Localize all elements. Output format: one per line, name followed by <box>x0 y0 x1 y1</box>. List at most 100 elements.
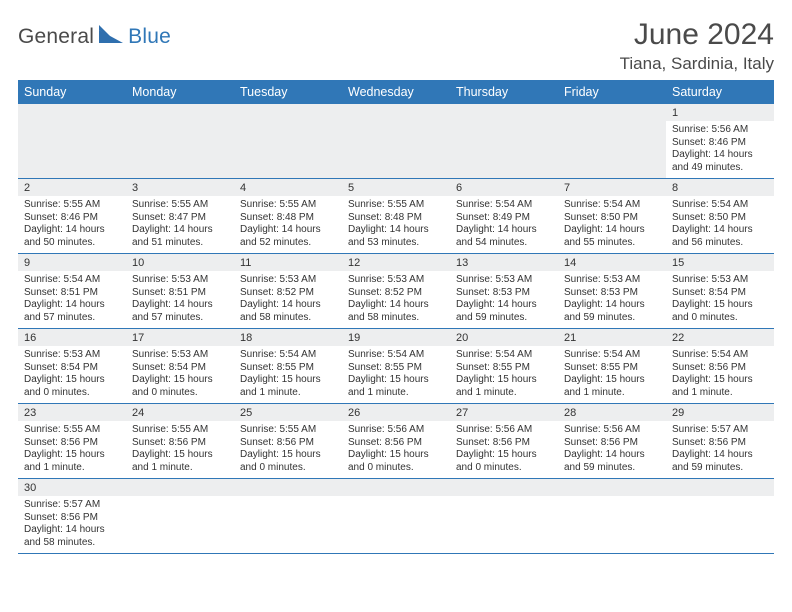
calendar-cell: Sunrise: 5:56 AMSunset: 8:46 PMDaylight:… <box>666 121 774 178</box>
cell-sunset: Sunset: 8:53 PM <box>564 287 660 300</box>
cell-d1: Daylight: 14 hours <box>564 299 660 312</box>
day-header: Thursday <box>450 81 558 104</box>
cell-d1: Daylight: 14 hours <box>456 224 552 237</box>
cell-sunset: Sunset: 8:55 PM <box>240 362 336 375</box>
calendar-daynum-row: 30 <box>18 479 774 496</box>
cell-sunrise: Sunrise: 5:55 AM <box>24 199 120 212</box>
brand-mark-icon <box>98 24 124 49</box>
calendar-cell: Sunrise: 5:53 AMSunset: 8:51 PMDaylight:… <box>126 271 234 328</box>
day-number: 5 <box>342 179 450 196</box>
cell-sunrise: Sunrise: 5:55 AM <box>240 199 336 212</box>
cell-d1: Daylight: 15 hours <box>24 374 120 387</box>
cell-d2: and 59 minutes. <box>564 312 660 325</box>
calendar-cell: Sunrise: 5:53 AMSunset: 8:52 PMDaylight:… <box>342 271 450 328</box>
cell-d2: and 51 minutes. <box>132 237 228 250</box>
cell-d1: Daylight: 15 hours <box>456 449 552 462</box>
calendar-cell <box>18 121 126 178</box>
cell-d2: and 0 minutes. <box>240 462 336 475</box>
cell-d2: and 58 minutes. <box>240 312 336 325</box>
calendar-cell <box>126 121 234 178</box>
day-number <box>450 104 558 121</box>
header-row: General Blue June 2024 Tiana, Sardinia, … <box>18 18 774 74</box>
cell-sunset: Sunset: 8:52 PM <box>240 287 336 300</box>
day-number: 18 <box>234 329 342 346</box>
cell-sunset: Sunset: 8:55 PM <box>456 362 552 375</box>
cell-sunrise: Sunrise: 5:53 AM <box>132 349 228 362</box>
cell-sunrise: Sunrise: 5:55 AM <box>24 424 120 437</box>
cell-d1: Daylight: 14 hours <box>132 299 228 312</box>
calendar-cell: Sunrise: 5:53 AMSunset: 8:54 PMDaylight:… <box>18 346 126 403</box>
cell-sunrise: Sunrise: 5:54 AM <box>456 349 552 362</box>
calendar-week-row: Sunrise: 5:55 AMSunset: 8:56 PMDaylight:… <box>18 421 774 479</box>
calendar-cell <box>450 496 558 553</box>
cell-d1: Daylight: 15 hours <box>564 374 660 387</box>
cell-sunset: Sunset: 8:48 PM <box>240 212 336 225</box>
day-number: 11 <box>234 254 342 271</box>
day-number: 29 <box>666 404 774 421</box>
brand-text-a: General <box>18 25 94 49</box>
calendar-daynum-row: 23242526272829 <box>18 404 774 421</box>
cell-d2: and 52 minutes. <box>240 237 336 250</box>
cell-d1: Daylight: 14 hours <box>240 224 336 237</box>
calendar-cell: Sunrise: 5:54 AMSunset: 8:56 PMDaylight:… <box>666 346 774 403</box>
calendar-cell <box>126 496 234 553</box>
day-number: 17 <box>126 329 234 346</box>
cell-d1: Daylight: 14 hours <box>24 299 120 312</box>
cell-d1: Daylight: 15 hours <box>24 449 120 462</box>
cell-sunset: Sunset: 8:55 PM <box>348 362 444 375</box>
cell-d1: Daylight: 15 hours <box>672 374 768 387</box>
cell-d2: and 54 minutes. <box>456 237 552 250</box>
page-title: June 2024 <box>620 18 774 52</box>
cell-sunset: Sunset: 8:56 PM <box>348 437 444 450</box>
day-number: 4 <box>234 179 342 196</box>
cell-sunrise: Sunrise: 5:56 AM <box>672 124 768 137</box>
cell-sunrise: Sunrise: 5:56 AM <box>564 424 660 437</box>
cell-sunset: Sunset: 8:51 PM <box>24 287 120 300</box>
day-number <box>234 479 342 496</box>
cell-d2: and 59 minutes. <box>672 462 768 475</box>
title-block: June 2024 Tiana, Sardinia, Italy <box>620 18 774 74</box>
day-number <box>18 104 126 121</box>
day-number <box>234 104 342 121</box>
cell-sunrise: Sunrise: 5:54 AM <box>456 199 552 212</box>
day-number: 28 <box>558 404 666 421</box>
cell-sunrise: Sunrise: 5:54 AM <box>348 349 444 362</box>
calendar-week-row: Sunrise: 5:55 AMSunset: 8:46 PMDaylight:… <box>18 196 774 254</box>
brand-text-b: Blue <box>128 25 171 49</box>
calendar-cell <box>234 121 342 178</box>
calendar-cell: Sunrise: 5:53 AMSunset: 8:52 PMDaylight:… <box>234 271 342 328</box>
cell-sunset: Sunset: 8:56 PM <box>672 437 768 450</box>
calendar-cell: Sunrise: 5:54 AMSunset: 8:51 PMDaylight:… <box>18 271 126 328</box>
cell-d1: Daylight: 15 hours <box>348 374 444 387</box>
cell-sunset: Sunset: 8:54 PM <box>132 362 228 375</box>
cell-d2: and 50 minutes. <box>24 237 120 250</box>
cell-d2: and 1 minute. <box>672 387 768 400</box>
day-header: Sunday <box>18 81 126 104</box>
day-number <box>558 479 666 496</box>
calendar-cell: Sunrise: 5:55 AMSunset: 8:56 PMDaylight:… <box>126 421 234 478</box>
cell-sunrise: Sunrise: 5:56 AM <box>456 424 552 437</box>
cell-d1: Daylight: 15 hours <box>132 449 228 462</box>
day-number: 19 <box>342 329 450 346</box>
cell-d1: Daylight: 15 hours <box>240 374 336 387</box>
day-number <box>342 479 450 496</box>
cell-sunset: Sunset: 8:46 PM <box>672 137 768 150</box>
cell-d1: Daylight: 14 hours <box>672 449 768 462</box>
cell-d1: Daylight: 14 hours <box>348 299 444 312</box>
calendar-cell: Sunrise: 5:54 AMSunset: 8:50 PMDaylight:… <box>558 196 666 253</box>
cell-d1: Daylight: 15 hours <box>132 374 228 387</box>
calendar-header-row: Sunday Monday Tuesday Wednesday Thursday… <box>18 80 774 104</box>
cell-sunrise: Sunrise: 5:54 AM <box>672 349 768 362</box>
day-number: 13 <box>450 254 558 271</box>
cell-d1: Daylight: 14 hours <box>240 299 336 312</box>
calendar-cell: Sunrise: 5:54 AMSunset: 8:55 PMDaylight:… <box>342 346 450 403</box>
cell-sunrise: Sunrise: 5:54 AM <box>564 349 660 362</box>
cell-d2: and 59 minutes. <box>564 462 660 475</box>
day-header: Monday <box>126 81 234 104</box>
calendar-cell: Sunrise: 5:56 AMSunset: 8:56 PMDaylight:… <box>342 421 450 478</box>
day-number: 12 <box>342 254 450 271</box>
cell-sunset: Sunset: 8:50 PM <box>564 212 660 225</box>
cell-sunrise: Sunrise: 5:54 AM <box>564 199 660 212</box>
cell-d2: and 58 minutes. <box>348 312 444 325</box>
cell-sunset: Sunset: 8:54 PM <box>672 287 768 300</box>
